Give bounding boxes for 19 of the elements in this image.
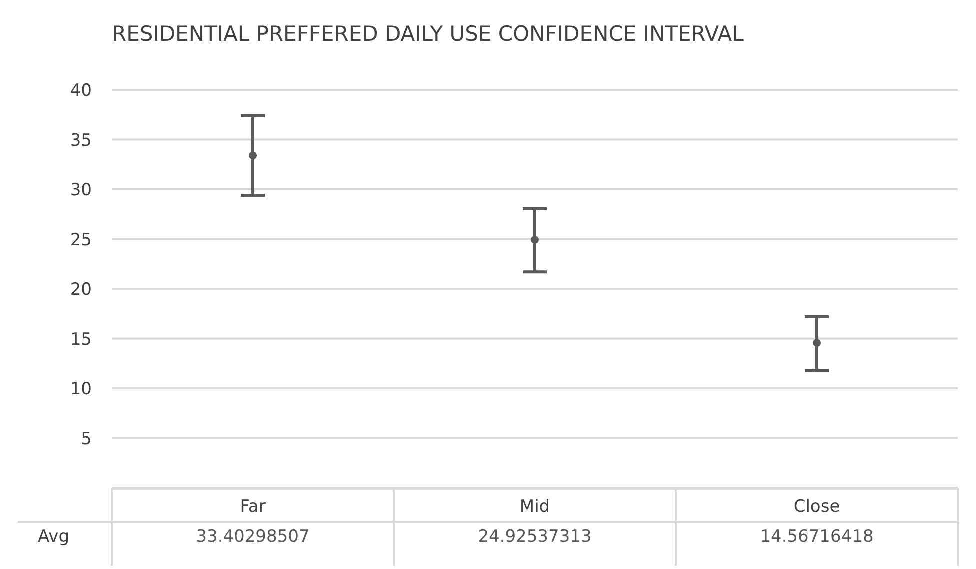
point xyxy=(531,236,539,244)
chart-title: RESIDENTIAL PREFFERED DAILY USE CONFIDENCE INTERVAL xyxy=(112,22,744,46)
y-tick-label: 15 xyxy=(70,330,92,350)
y-tick-label: 30 xyxy=(70,180,92,201)
data-label: 14.56716418 xyxy=(760,527,874,547)
text: Avg xyxy=(38,527,70,547)
point xyxy=(249,152,257,160)
y-tick-label: 40 xyxy=(70,81,92,102)
data-label: 24.92537313 xyxy=(478,527,592,547)
y-tick-label: 20 xyxy=(70,280,92,300)
y-tick-label: 10 xyxy=(70,380,92,400)
x-tick-label: Mid xyxy=(520,497,550,517)
point xyxy=(813,339,821,348)
y-tick-label: 25 xyxy=(70,230,92,250)
data-label: 33.40298507 xyxy=(196,527,310,547)
x-tick-label: Close xyxy=(794,497,840,517)
y-tick-label: 35 xyxy=(70,130,92,151)
x-tick-label: Far xyxy=(240,497,266,517)
y-tick-label: 5 xyxy=(81,429,92,450)
